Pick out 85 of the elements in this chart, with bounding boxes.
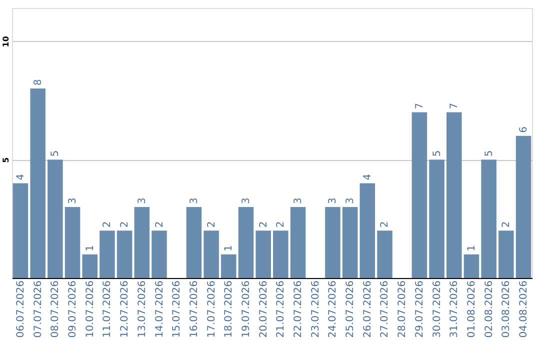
bar bbox=[342, 206, 358, 278]
bar bbox=[152, 230, 167, 278]
bar bbox=[100, 230, 115, 278]
data-label: 7 bbox=[449, 102, 460, 110]
data-label: 2 bbox=[276, 221, 287, 228]
data-label: 1 bbox=[466, 244, 478, 252]
bar bbox=[134, 206, 150, 278]
x-tick-label: 11.07.2026 bbox=[102, 280, 114, 338]
bar bbox=[516, 136, 532, 278]
bar bbox=[82, 254, 98, 278]
bar bbox=[290, 206, 306, 278]
x-tick-label: 17.07.2026 bbox=[206, 280, 218, 338]
data-label: 7 bbox=[414, 102, 426, 110]
data-label: 3 bbox=[345, 198, 356, 204]
data-label: 5 bbox=[484, 150, 495, 157]
data-label: 5 bbox=[50, 150, 62, 157]
x-tick-label: 09.07.2026 bbox=[68, 280, 79, 338]
x-tick-label: 04.08.2026 bbox=[518, 280, 530, 338]
data-label: 3 bbox=[188, 198, 200, 204]
x-tick-label: 20.07.2026 bbox=[258, 280, 270, 338]
x-tick-label: 08.07.2026 bbox=[50, 280, 62, 338]
bar bbox=[325, 206, 340, 278]
bar bbox=[48, 160, 63, 278]
bar bbox=[481, 160, 496, 278]
data-label: 5 bbox=[432, 150, 443, 157]
bar bbox=[360, 183, 376, 278]
x-tick-label: 12.07.2026 bbox=[120, 280, 131, 338]
bar bbox=[64, 206, 80, 278]
x-tick-label: 30.07.2026 bbox=[432, 280, 443, 338]
data-label: 2 bbox=[501, 221, 512, 228]
data-label: 3 bbox=[293, 198, 304, 204]
x-tick-label: 16.07.2026 bbox=[188, 280, 200, 338]
x-tick-label: 26.07.2026 bbox=[362, 280, 374, 338]
data-label: 2 bbox=[258, 221, 270, 228]
x-tick-label: 03.08.2026 bbox=[501, 280, 512, 338]
x-tick-label: 02.08.2026 bbox=[484, 280, 495, 338]
x-tick-label: 28.07.2026 bbox=[397, 280, 408, 338]
bar bbox=[12, 183, 28, 278]
x-tick-label: 18.07.2026 bbox=[224, 280, 235, 338]
bar bbox=[30, 88, 46, 278]
bar bbox=[446, 112, 462, 278]
x-tick-label: 24.07.2026 bbox=[328, 280, 339, 338]
data-label: 6 bbox=[518, 126, 530, 133]
bar bbox=[464, 254, 480, 278]
x-tick-label: 10.07.2026 bbox=[84, 280, 96, 338]
x-tick-label: 25.07.2026 bbox=[345, 280, 356, 338]
bar bbox=[221, 254, 236, 278]
data-label: 4 bbox=[362, 174, 374, 180]
bar bbox=[498, 230, 514, 278]
x-tick-label: 15.07.2026 bbox=[172, 280, 183, 338]
data-label: 3 bbox=[328, 198, 339, 204]
data-label: 2 bbox=[102, 221, 114, 228]
data-label: 3 bbox=[68, 198, 79, 204]
x-tick-label: 07.07.2026 bbox=[32, 280, 44, 338]
data-label: 2 bbox=[120, 221, 131, 228]
data-label: 1 bbox=[224, 244, 235, 252]
bar bbox=[238, 206, 254, 278]
y-tick-label: 10 bbox=[2, 36, 10, 48]
x-tick-label: 13.07.2026 bbox=[136, 280, 148, 338]
data-label: 3 bbox=[136, 198, 148, 204]
bar bbox=[377, 230, 392, 278]
x-tick-label: 22.07.2026 bbox=[293, 280, 304, 338]
x-tick-label: 31.07.2026 bbox=[449, 280, 460, 338]
bar bbox=[412, 112, 428, 278]
data-label: 2 bbox=[154, 221, 166, 228]
data-label: 1 bbox=[84, 244, 96, 252]
x-tick-label: 29.07.2026 bbox=[414, 280, 426, 338]
x-tick-label: 01.08.2026 bbox=[466, 280, 478, 338]
bar bbox=[273, 230, 288, 278]
x-tick-label: 27.07.2026 bbox=[380, 280, 391, 338]
x-tick-label: 21.07.2026 bbox=[276, 280, 287, 338]
data-label: 3 bbox=[240, 198, 252, 204]
data-label: 4 bbox=[16, 174, 26, 180]
bar bbox=[256, 230, 271, 278]
x-tick-label: 23.07.2026 bbox=[310, 280, 322, 338]
data-label: 8 bbox=[32, 79, 44, 86]
bar bbox=[116, 230, 132, 278]
x-tick-label: 14.07.2026 bbox=[154, 280, 166, 338]
x-tick-label: 19.07.2026 bbox=[240, 280, 252, 338]
bar bbox=[429, 160, 444, 278]
data-label: 2 bbox=[380, 221, 391, 228]
data-label: 2 bbox=[206, 221, 218, 228]
bar bbox=[204, 230, 219, 278]
x-tick-label: 06.07.2026 bbox=[16, 280, 26, 338]
bar bbox=[186, 206, 202, 278]
